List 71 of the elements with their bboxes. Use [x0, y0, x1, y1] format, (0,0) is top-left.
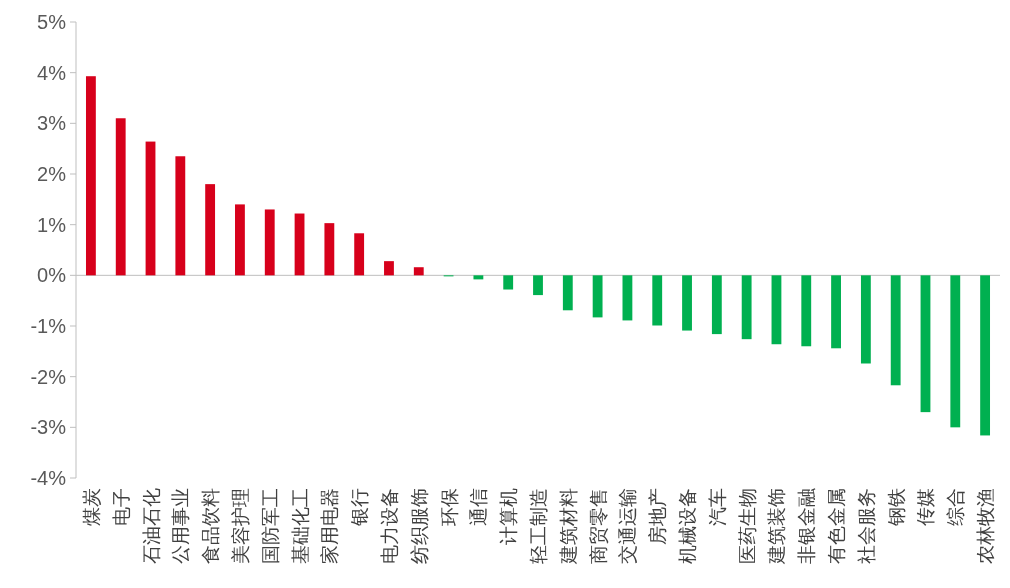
x-tick-label: 农林牧渔: [975, 488, 997, 564]
y-tick-label: 2%: [37, 163, 67, 185]
bar: [413, 267, 424, 276]
bar: [920, 275, 931, 413]
x-tick-label: 有色金属: [826, 488, 848, 564]
x-tick-label: 美容护理: [229, 488, 251, 564]
x-tick-label: 钢铁: [885, 488, 907, 527]
x-tick-label: 公用事业: [170, 488, 192, 564]
x-tick-label: 非银金融: [796, 488, 818, 564]
bar: [85, 76, 96, 276]
bar: [980, 275, 991, 436]
bar: [354, 233, 365, 276]
x-tick-label: 交通运输: [617, 488, 639, 564]
bar: [175, 156, 186, 276]
x-tick-label: 汽车: [706, 488, 728, 526]
bar: [592, 275, 603, 318]
bar: [533, 275, 543, 296]
x-tick-label: 综合: [945, 488, 967, 526]
y-tick-label: 0%: [37, 264, 67, 287]
x-tick-label: 机械设备: [677, 488, 699, 564]
x-tick-label: 轻工制造: [528, 488, 549, 564]
x-tick-label: 社会服务: [855, 488, 877, 564]
x-tick-label: 电力设备: [378, 488, 400, 564]
x-tick-label: 银行: [349, 488, 371, 527]
x-tick-label: 电子: [110, 488, 132, 526]
bar: [205, 184, 216, 276]
bar: [264, 209, 275, 276]
bar: [950, 275, 961, 428]
x-tick-label: 食品饮料: [200, 488, 222, 564]
bar: [771, 275, 782, 345]
bar: [831, 275, 841, 349]
bar: [145, 141, 156, 276]
y-tick-label: -4%: [30, 467, 67, 489]
bar: [890, 275, 901, 386]
bar: [324, 223, 335, 276]
x-tick-label: 基础化工: [289, 488, 311, 564]
bar: [682, 275, 692, 331]
x-tick-label: 环保: [438, 488, 460, 526]
bar: [622, 275, 633, 321]
y-tick-label: 1%: [37, 213, 67, 236]
bar: [473, 275, 484, 280]
x-tick-label: 计算机: [498, 488, 520, 545]
x-tick-label: 石油石化: [140, 488, 162, 564]
bar: [711, 275, 722, 335]
bar: [294, 213, 305, 276]
bar: [384, 261, 394, 276]
x-tick-label: 建筑材料: [557, 488, 579, 565]
x-tick-label: 家用电器: [319, 488, 341, 564]
x-tick-label: 商贸零售: [587, 488, 609, 564]
x-tick-label: 传媒: [915, 488, 937, 526]
y-tick-label: 5%: [37, 11, 67, 33]
bar: [860, 275, 871, 364]
y-tick-label: -3%: [30, 416, 67, 439]
bar: [562, 275, 573, 311]
x-tick-label: 医药生物: [736, 488, 758, 564]
y-tick-label: -2%: [30, 365, 67, 388]
y-tick-label: 4%: [37, 61, 67, 84]
bar: [652, 275, 663, 326]
y-tick-label: 3%: [37, 112, 67, 135]
bar: [503, 275, 514, 290]
bar: [741, 275, 752, 340]
x-tick-label: 纺织服饰: [408, 488, 430, 564]
x-tick-label: 国防军工: [259, 488, 281, 564]
bar: [801, 275, 812, 347]
x-tick-label: 煤炭: [80, 488, 102, 526]
bar: [115, 118, 126, 276]
x-tick-label: 房地产: [647, 488, 669, 545]
x-tick-label: 通信: [468, 488, 490, 526]
y-tick-label: -1%: [30, 315, 67, 337]
x-tick-label: 建筑装饰: [766, 488, 788, 565]
bar: [235, 204, 245, 276]
